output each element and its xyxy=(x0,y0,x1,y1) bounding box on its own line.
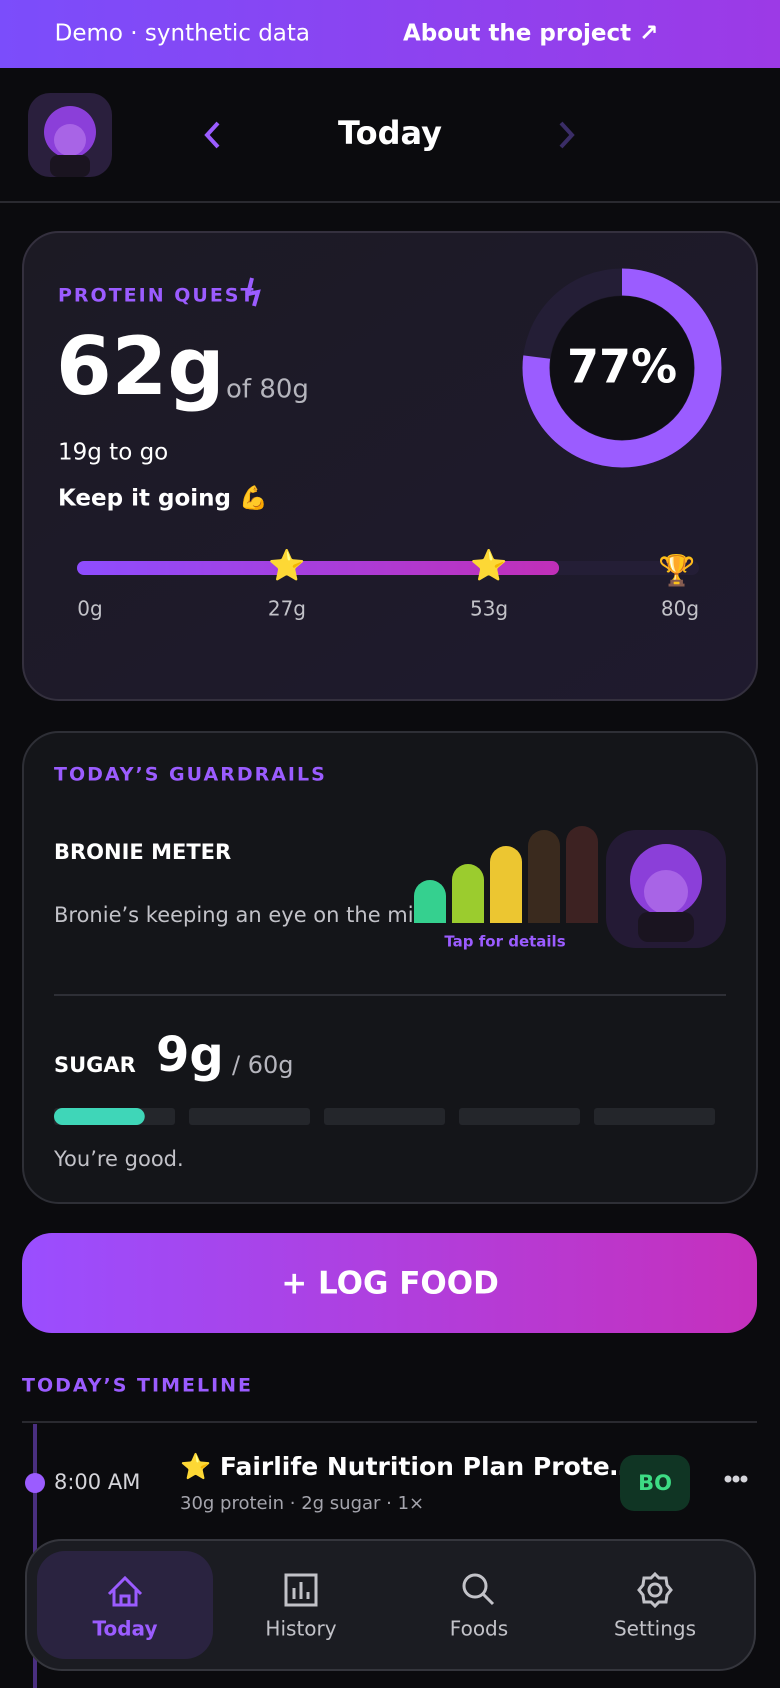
sugar-status: You’re good. xyxy=(53,1147,184,1171)
avatar[interactable] xyxy=(28,93,112,177)
protein-title: PROTEIN QUEST xyxy=(58,285,255,307)
prev-day[interactable] xyxy=(204,121,220,149)
milestone-label: 27g xyxy=(268,597,306,621)
protein-message: Keep it going 💪 xyxy=(58,485,268,512)
nav-icon[interactable] xyxy=(284,1573,318,1607)
trophy: 🏆 xyxy=(658,553,695,589)
protein-current: 62g xyxy=(56,320,225,413)
ring-label: 77% xyxy=(567,340,677,394)
protein-fill xyxy=(77,561,560,575)
sugar-limit: / 60g xyxy=(232,1051,294,1079)
entry-menu[interactable] xyxy=(724,1475,732,1483)
meter-link[interactable]: Tap for details xyxy=(444,933,565,951)
nav-icon[interactable] xyxy=(637,1571,673,1609)
nav-label[interactable]: Foods xyxy=(450,1617,508,1641)
nav-label[interactable]: History xyxy=(265,1617,336,1641)
sugar-segment xyxy=(189,1108,310,1125)
nav-label[interactable]: Settings xyxy=(614,1617,696,1641)
ring-progress xyxy=(522,268,722,468)
meter-bars[interactable] xyxy=(414,826,598,923)
sugar-segment xyxy=(324,1108,445,1125)
timeline-dot xyxy=(25,1473,45,1493)
entry-detail: 30g protein · 2g sugar · 1× xyxy=(180,1493,424,1514)
sugar-fill xyxy=(54,1108,145,1125)
meter-title: BRONIE METER xyxy=(54,840,231,864)
sugar-current: 9g xyxy=(156,1027,224,1083)
banner-link[interactable]: About the project ↗ xyxy=(403,21,658,47)
ring-center xyxy=(550,296,694,440)
log-food-button[interactable] xyxy=(22,1233,757,1333)
sugar-segment xyxy=(594,1108,715,1125)
milestone-star: ⭐ xyxy=(268,548,305,584)
sugar-label: SUGAR xyxy=(54,1053,136,1077)
meter-text: Bronie’s keeping an eye on the mix. xyxy=(54,903,433,927)
nav-icon[interactable] xyxy=(107,1575,143,1607)
guardrails-title: TODAY’S GUARDRAILS xyxy=(54,764,327,786)
entry-name: ⭐ Fairlife Nutrition Plan Prote… xyxy=(180,1452,635,1481)
guardrails-card xyxy=(22,731,758,1204)
milestone-label: 0g xyxy=(77,597,102,621)
nav-label[interactable]: Today xyxy=(93,1617,158,1641)
entry-menu[interactable] xyxy=(740,1475,748,1483)
timeline-title: TODAY’S TIMELINE xyxy=(22,1375,253,1397)
milestone-label: 80g xyxy=(661,597,699,621)
nav-icon[interactable] xyxy=(462,1573,495,1606)
entry-badge-text: BO xyxy=(638,1471,672,1495)
log-food-label[interactable]: + LOG FOOD xyxy=(281,1266,499,1302)
sugar-segment xyxy=(459,1108,580,1125)
protein-goal: of 80g xyxy=(226,375,309,405)
protein-to-go: 19g to go xyxy=(58,440,168,466)
banner-text: Demo · synthetic data xyxy=(55,21,310,47)
milestone-label: 53g xyxy=(470,597,508,621)
entry-time: 8:00 AM xyxy=(54,1470,140,1494)
milestone-star: ⭐ xyxy=(470,548,507,584)
bolt-icon xyxy=(245,277,261,307)
meter-avatar xyxy=(606,830,726,948)
header-title: Today xyxy=(338,114,442,152)
next-day[interactable] xyxy=(559,121,575,149)
entry-menu[interactable] xyxy=(732,1475,740,1483)
banner xyxy=(0,0,780,68)
entry-badge[interactable] xyxy=(620,1455,690,1511)
